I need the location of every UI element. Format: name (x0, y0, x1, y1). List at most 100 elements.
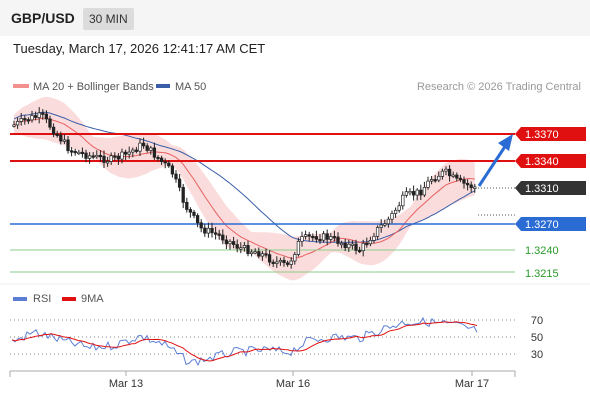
candle-body (260, 253, 265, 257)
candle-body (415, 189, 419, 196)
candle-body (59, 134, 63, 142)
candle-body (109, 155, 113, 162)
candle-body (62, 139, 67, 142)
label-current: 1.3310 (525, 183, 559, 195)
candle-body (116, 155, 121, 160)
timeframe-badge[interactable]: 30 MIN (83, 8, 134, 30)
candle-body (422, 187, 427, 196)
candle-body (102, 155, 106, 163)
x-label-mar16: Mar 16 (276, 378, 310, 390)
candle-body (156, 156, 160, 160)
candle-body (437, 175, 441, 181)
candle-body (163, 161, 167, 164)
candle-body (397, 205, 401, 211)
candle-body (181, 187, 185, 203)
candle-body (253, 251, 257, 254)
arrow-up-right-icon (477, 144, 508, 187)
candle-body (383, 223, 387, 226)
candle-body (386, 218, 391, 225)
header-bar: GBP/USD 30 MIN (0, 0, 590, 36)
timestamp: Tuesday, March 17, 2026 12:41:17 AM CET (13, 41, 266, 56)
candle-body (145, 145, 149, 151)
candle-body (393, 209, 398, 214)
rsi-ma-line (11, 321, 478, 362)
candle-body (465, 182, 470, 186)
candle-body (177, 178, 182, 188)
candle-body (30, 115, 34, 121)
ma20-legend-swatch (13, 84, 29, 88)
candle-body (73, 150, 77, 154)
label-s1: 1.3240 (525, 245, 559, 257)
candle-body (152, 147, 157, 158)
candle-body (285, 262, 290, 265)
candle-body (293, 254, 297, 262)
candle-body (185, 201, 189, 210)
candle-body (307, 234, 311, 237)
candle-body (469, 184, 473, 189)
candle-body (134, 149, 139, 152)
candle-body (174, 173, 178, 180)
candle-body (357, 249, 362, 253)
candle-body (203, 227, 207, 234)
candle-body (37, 112, 41, 118)
candle-body (401, 194, 405, 207)
candle-body (95, 154, 99, 158)
label-r2-box (515, 127, 586, 141)
candle-body (131, 149, 135, 153)
copyright-text: Research © 2026 Trading Central (417, 81, 581, 93)
candle-body (195, 215, 200, 224)
candle-body (138, 142, 142, 152)
candle-body (347, 243, 351, 249)
candle-body (55, 133, 59, 137)
candle-body (91, 155, 95, 158)
candle-body (199, 222, 203, 229)
candle-body (113, 155, 117, 158)
label-current-box (515, 181, 586, 195)
candle-body (12, 124, 16, 127)
candle-body (354, 243, 358, 251)
candle-body (239, 247, 243, 250)
x-label-mar17: Mar 17 (455, 378, 489, 390)
candle-body (426, 180, 430, 188)
label-r2: 1.3370 (525, 129, 559, 141)
candle-body (170, 165, 175, 175)
candle-body (365, 242, 369, 246)
ma50-legend-label: MA 50 (175, 81, 206, 93)
candle-body (41, 112, 45, 115)
candle-body (404, 191, 409, 196)
candle-body (296, 240, 301, 255)
candle-body (167, 162, 171, 167)
candle-body (210, 227, 214, 234)
candle-body (473, 186, 477, 189)
candle-body (221, 234, 225, 241)
rsi-ma-legend-swatch (62, 297, 76, 301)
ma20-legend-label: MA 20 + Bollinger Bands (33, 81, 154, 93)
candle-body (390, 213, 394, 220)
candle-body (98, 154, 103, 158)
candle-body (278, 259, 283, 263)
candle-body (123, 151, 128, 155)
candle-body (23, 118, 27, 121)
candle-body (325, 233, 329, 240)
label-pivot: 1.3270 (525, 219, 559, 231)
candle-body (249, 251, 254, 255)
bollinger-bands (14, 96, 475, 281)
candle-body (379, 224, 383, 228)
candle-body (311, 235, 315, 239)
ma50-legend-swatch (156, 84, 170, 88)
candle-body (33, 115, 38, 118)
candle-body (235, 244, 239, 249)
candle-body (408, 191, 412, 194)
candle-body (19, 118, 23, 122)
candle-body (303, 234, 308, 237)
instrument-title: GBP/USD (11, 10, 75, 26)
candle-body (343, 242, 347, 249)
candle-body (368, 240, 373, 245)
candle-body (224, 239, 229, 245)
candle-body (300, 236, 304, 242)
candle-body (231, 241, 236, 245)
rsi-ma-legend-label: 9MA (81, 293, 104, 305)
candle-body (462, 179, 466, 184)
candle-body (361, 242, 365, 252)
